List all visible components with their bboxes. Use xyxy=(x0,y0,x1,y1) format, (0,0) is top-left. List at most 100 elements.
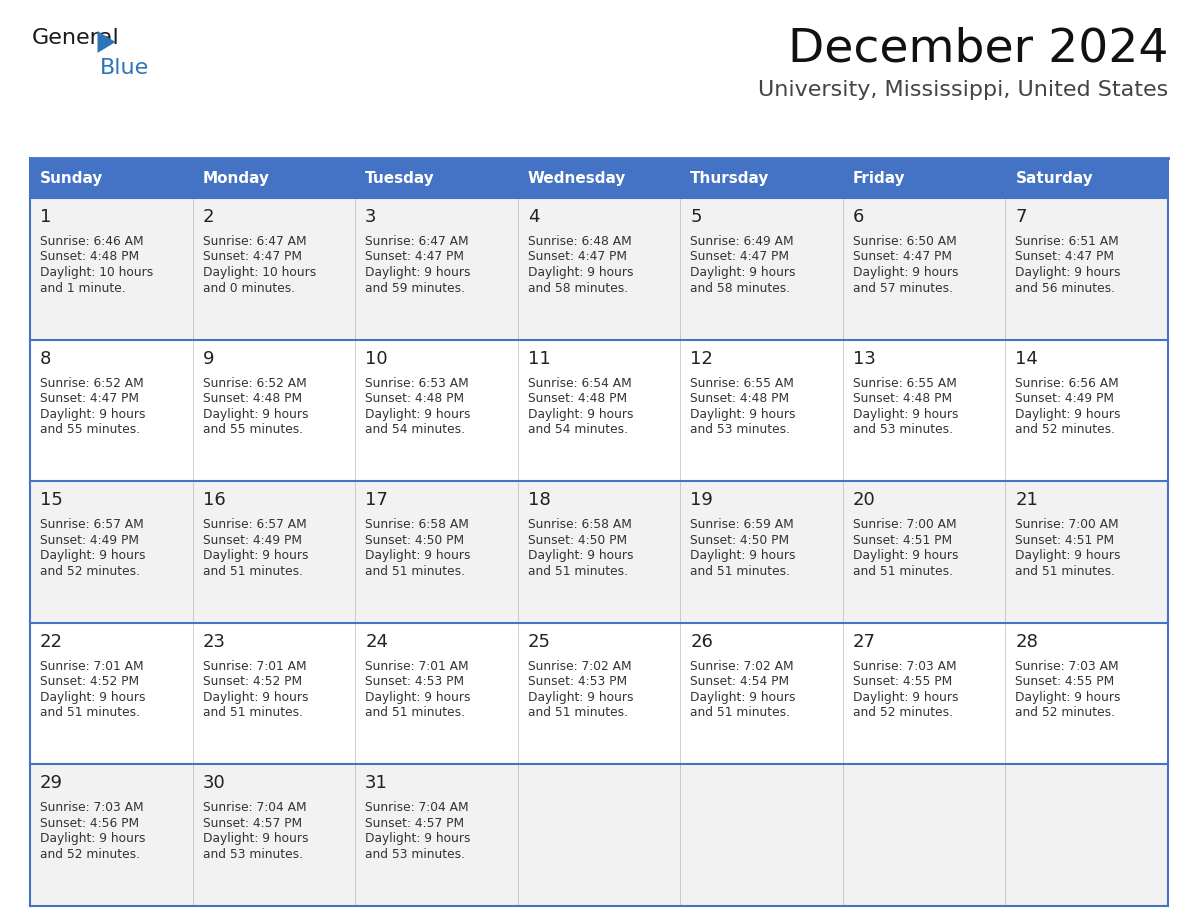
Text: and 57 minutes.: and 57 minutes. xyxy=(853,282,953,295)
Bar xyxy=(355,340,518,481)
Text: 5: 5 xyxy=(690,208,702,226)
Text: and 1 minute.: and 1 minute. xyxy=(40,282,126,295)
Text: 17: 17 xyxy=(365,491,388,509)
Text: Daylight: 9 hours: Daylight: 9 hours xyxy=(40,833,145,845)
Text: Daylight: 9 hours: Daylight: 9 hours xyxy=(203,549,308,562)
Bar xyxy=(1005,765,1168,906)
Text: and 51 minutes.: and 51 minutes. xyxy=(365,706,466,720)
Text: 31: 31 xyxy=(365,775,388,792)
Text: Monday: Monday xyxy=(203,171,270,185)
Text: General: General xyxy=(32,28,120,48)
Text: and 52 minutes.: and 52 minutes. xyxy=(1016,706,1116,720)
Text: Sunrise: 7:00 AM: Sunrise: 7:00 AM xyxy=(853,518,956,532)
Text: Daylight: 9 hours: Daylight: 9 hours xyxy=(853,549,959,562)
Text: and 54 minutes.: and 54 minutes. xyxy=(527,423,627,436)
Text: Sunset: 4:47 PM: Sunset: 4:47 PM xyxy=(690,251,789,263)
Bar xyxy=(518,481,681,622)
Text: and 56 minutes.: and 56 minutes. xyxy=(1016,282,1116,295)
Text: Daylight: 9 hours: Daylight: 9 hours xyxy=(853,266,959,279)
Text: 2: 2 xyxy=(203,208,214,226)
Text: Daylight: 9 hours: Daylight: 9 hours xyxy=(365,833,470,845)
Text: Sunrise: 6:48 AM: Sunrise: 6:48 AM xyxy=(527,235,632,248)
Bar xyxy=(518,340,681,481)
Text: 12: 12 xyxy=(690,350,713,367)
Bar xyxy=(518,765,681,906)
Text: and 53 minutes.: and 53 minutes. xyxy=(365,848,466,861)
Bar xyxy=(192,481,355,622)
Text: and 51 minutes.: and 51 minutes. xyxy=(690,565,790,577)
Bar xyxy=(1005,158,1168,198)
Text: Daylight: 9 hours: Daylight: 9 hours xyxy=(365,266,470,279)
Text: Sunset: 4:51 PM: Sunset: 4:51 PM xyxy=(1016,533,1114,547)
Text: Sunset: 4:49 PM: Sunset: 4:49 PM xyxy=(1016,392,1114,405)
Text: and 54 minutes.: and 54 minutes. xyxy=(365,423,466,436)
Text: 13: 13 xyxy=(853,350,876,367)
Text: 7: 7 xyxy=(1016,208,1026,226)
Text: Daylight: 9 hours: Daylight: 9 hours xyxy=(853,408,959,420)
Text: Sunset: 4:50 PM: Sunset: 4:50 PM xyxy=(527,533,627,547)
Text: and 51 minutes.: and 51 minutes. xyxy=(203,706,303,720)
Text: 11: 11 xyxy=(527,350,550,367)
Text: and 53 minutes.: and 53 minutes. xyxy=(690,423,790,436)
Text: Tuesday: Tuesday xyxy=(365,171,435,185)
Text: Sunrise: 7:03 AM: Sunrise: 7:03 AM xyxy=(1016,660,1119,673)
Text: Daylight: 9 hours: Daylight: 9 hours xyxy=(40,691,145,704)
Text: Daylight: 9 hours: Daylight: 9 hours xyxy=(527,408,633,420)
Text: 9: 9 xyxy=(203,350,214,367)
Bar xyxy=(842,198,1005,340)
Text: Daylight: 9 hours: Daylight: 9 hours xyxy=(1016,549,1121,562)
Text: 25: 25 xyxy=(527,633,551,651)
Text: Sunset: 4:50 PM: Sunset: 4:50 PM xyxy=(365,533,465,547)
Text: and 51 minutes.: and 51 minutes. xyxy=(40,706,140,720)
Text: Daylight: 9 hours: Daylight: 9 hours xyxy=(527,691,633,704)
Text: Daylight: 9 hours: Daylight: 9 hours xyxy=(365,691,470,704)
Text: 21: 21 xyxy=(1016,491,1038,509)
Bar xyxy=(192,158,355,198)
Text: 29: 29 xyxy=(40,775,63,792)
Text: December 2024: December 2024 xyxy=(788,26,1168,71)
Text: Sunrise: 7:04 AM: Sunrise: 7:04 AM xyxy=(365,801,469,814)
Text: Sunrise: 6:56 AM: Sunrise: 6:56 AM xyxy=(1016,376,1119,389)
Bar xyxy=(1005,340,1168,481)
Text: Daylight: 9 hours: Daylight: 9 hours xyxy=(1016,266,1121,279)
Text: Daylight: 9 hours: Daylight: 9 hours xyxy=(527,549,633,562)
Bar xyxy=(1005,622,1168,765)
Text: 18: 18 xyxy=(527,491,550,509)
Text: Daylight: 10 hours: Daylight: 10 hours xyxy=(40,266,153,279)
Bar xyxy=(355,198,518,340)
Bar xyxy=(1005,481,1168,622)
Text: Sunrise: 7:04 AM: Sunrise: 7:04 AM xyxy=(203,801,307,814)
Bar xyxy=(1005,198,1168,340)
Text: Sunrise: 6:55 AM: Sunrise: 6:55 AM xyxy=(853,376,956,389)
Text: Sunrise: 6:52 AM: Sunrise: 6:52 AM xyxy=(40,376,144,389)
Text: Sunset: 4:54 PM: Sunset: 4:54 PM xyxy=(690,676,789,688)
Text: Sunset: 4:48 PM: Sunset: 4:48 PM xyxy=(853,392,952,405)
Bar xyxy=(681,158,842,198)
Bar xyxy=(842,340,1005,481)
Text: 24: 24 xyxy=(365,633,388,651)
Text: Sunrise: 6:47 AM: Sunrise: 6:47 AM xyxy=(365,235,469,248)
Text: and 51 minutes.: and 51 minutes. xyxy=(853,565,953,577)
Text: Sunset: 4:47 PM: Sunset: 4:47 PM xyxy=(853,251,952,263)
Text: 4: 4 xyxy=(527,208,539,226)
Bar xyxy=(681,765,842,906)
Bar xyxy=(30,198,192,340)
Text: 27: 27 xyxy=(853,633,876,651)
Text: Sunset: 4:49 PM: Sunset: 4:49 PM xyxy=(203,533,302,547)
Bar xyxy=(842,158,1005,198)
Text: 10: 10 xyxy=(365,350,387,367)
Text: Sunrise: 6:58 AM: Sunrise: 6:58 AM xyxy=(365,518,469,532)
Text: Daylight: 9 hours: Daylight: 9 hours xyxy=(690,549,796,562)
Text: Sunrise: 7:01 AM: Sunrise: 7:01 AM xyxy=(203,660,307,673)
Text: and 51 minutes.: and 51 minutes. xyxy=(1016,565,1116,577)
Text: Friday: Friday xyxy=(853,171,905,185)
Text: 22: 22 xyxy=(40,633,63,651)
Text: and 0 minutes.: and 0 minutes. xyxy=(203,282,295,295)
Text: 3: 3 xyxy=(365,208,377,226)
Text: and 53 minutes.: and 53 minutes. xyxy=(203,848,303,861)
Text: Wednesday: Wednesday xyxy=(527,171,626,185)
Text: 20: 20 xyxy=(853,491,876,509)
Text: Saturday: Saturday xyxy=(1016,171,1093,185)
Text: Sunday: Sunday xyxy=(40,171,103,185)
Text: Sunrise: 6:54 AM: Sunrise: 6:54 AM xyxy=(527,376,632,389)
